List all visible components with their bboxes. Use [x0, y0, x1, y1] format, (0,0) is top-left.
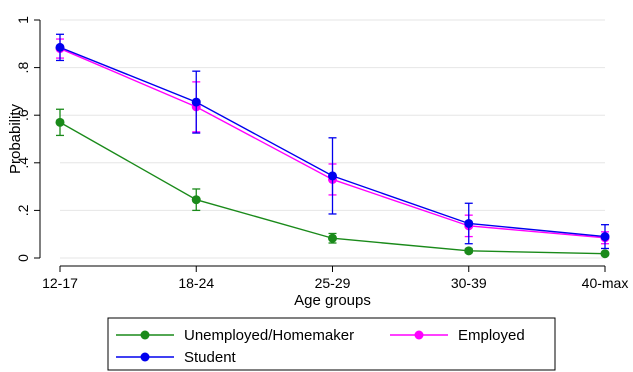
- legend-label: Student: [184, 349, 237, 366]
- data-point: [191, 97, 201, 107]
- x-tick-label: 25-29: [315, 275, 351, 291]
- series-unemployed-homemaker: [55, 108, 610, 259]
- legend-swatch-marker: [140, 330, 150, 340]
- x-tick-label: 12-17: [42, 275, 78, 291]
- legend-label: Employed: [458, 327, 525, 344]
- series-student: [55, 33, 610, 250]
- x-tick-label: 30-39: [451, 275, 487, 291]
- data-point: [55, 42, 65, 52]
- data-point: [328, 233, 337, 243]
- data-point: [191, 195, 201, 205]
- y-tick-label: .2: [15, 204, 31, 216]
- y-tick-label: 1: [15, 16, 31, 24]
- x-tick-label: 18-24: [178, 275, 214, 291]
- legend-swatch-marker: [414, 330, 424, 340]
- y-axis-label: Probability: [7, 103, 24, 174]
- legend-label: Unemployed/Homemaker: [184, 327, 354, 344]
- x-tick-label: 40-max: [582, 275, 629, 291]
- data-point: [328, 171, 337, 181]
- data-point: [464, 218, 474, 228]
- legend: Unemployed/Homemaker Employed Student: [107, 317, 556, 371]
- legend-swatch-marker: [140, 352, 150, 362]
- data-point: [55, 117, 65, 127]
- legend-item: Unemployed/Homemaker: [116, 327, 354, 344]
- y-tick-label: 0: [15, 254, 31, 262]
- series-layer: [55, 33, 610, 259]
- legend-item: Employed: [390, 327, 525, 344]
- y-tick-label: .4: [15, 157, 31, 169]
- legend-box: [107, 317, 556, 371]
- y-tick-label: .8: [15, 62, 31, 74]
- axes: 0 .2 .4 .6 .8 1 Probability 12-17 18-24 25-29 30-3…: [7, 16, 628, 309]
- data-point: [464, 246, 474, 256]
- data-point: [600, 249, 610, 259]
- y-tick-label: .6: [15, 109, 31, 121]
- x-axis-label: Age groups: [294, 292, 371, 309]
- data-point: [600, 232, 610, 242]
- legend-item: Student: [116, 349, 237, 366]
